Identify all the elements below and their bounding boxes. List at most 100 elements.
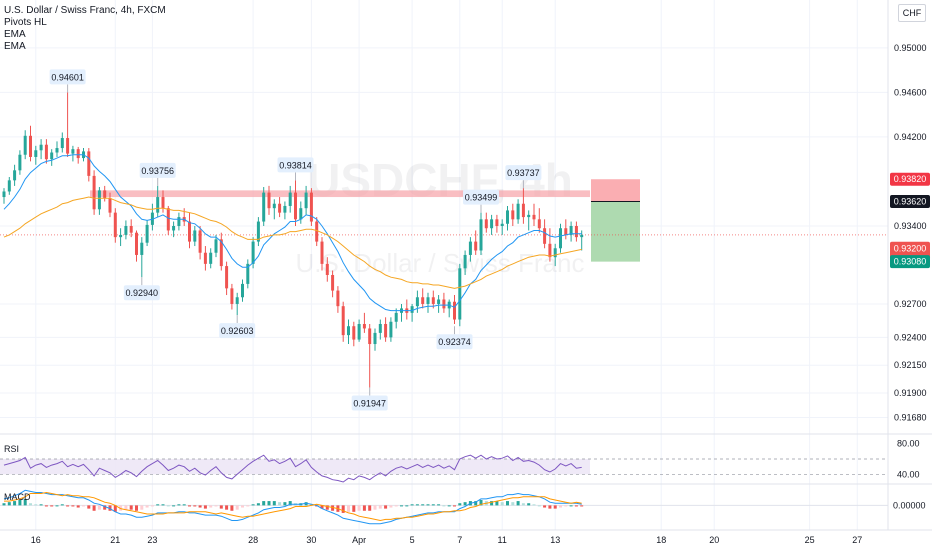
candle[interactable]	[564, 219, 568, 240]
candle[interactable]	[235, 292, 239, 316]
candle[interactable]	[384, 317, 388, 342]
candle[interactable]	[44, 139, 48, 164]
take-profit-zone[interactable]	[591, 201, 640, 262]
candle[interactable]	[458, 263, 462, 327]
candle[interactable]	[66, 92, 70, 157]
candle[interactable]	[468, 237, 472, 262]
candle[interactable]	[278, 197, 282, 218]
candle[interactable]	[347, 319, 350, 345]
candle[interactable]	[241, 279, 244, 302]
candle[interactable]	[225, 261, 229, 296]
candle[interactable]	[463, 250, 467, 275]
macd-title[interactable]: MACD	[4, 492, 31, 502]
candle[interactable]	[230, 283, 234, 310]
candle[interactable]	[103, 185, 107, 202]
candle[interactable]	[548, 228, 552, 262]
candle[interactable]	[304, 185, 308, 215]
candle[interactable]	[490, 214, 494, 235]
candle[interactable]	[394, 308, 398, 329]
candle[interactable]	[320, 237, 324, 271]
candle[interactable]	[421, 288, 425, 309]
candle[interactable]	[262, 187, 266, 226]
candle[interactable]	[559, 223, 562, 253]
candle[interactable]	[124, 220, 128, 240]
candle[interactable]	[92, 170, 96, 215]
macd-pane[interactable]: MACD 0.00000	[0, 489, 926, 525]
candle[interactable]	[246, 259, 250, 289]
rsi-title[interactable]: RSI	[4, 444, 19, 454]
candle[interactable]	[283, 201, 287, 220]
candle[interactable]	[362, 312, 366, 333]
candle[interactable]	[479, 212, 483, 255]
price-axis[interactable]: 0.95000 0.94600 0.94200 0.93400 0.92700 0.924…	[894, 43, 927, 423]
candle[interactable]	[400, 303, 403, 322]
candle[interactable]	[543, 219, 547, 249]
candle[interactable]	[516, 199, 520, 224]
time-axis[interactable]: 16 21 23 28 30 Apr 5 7 11 13 18 20 25 27	[31, 535, 863, 545]
candle[interactable]	[145, 220, 149, 247]
candle[interactable]	[97, 187, 101, 215]
candle[interactable]	[198, 226, 202, 260]
candle[interactable]	[315, 217, 319, 247]
candle[interactable]	[500, 219, 504, 235]
candle[interactable]	[405, 299, 409, 320]
stop-loss-zone[interactable]	[591, 179, 640, 202]
candle[interactable]	[214, 234, 218, 258]
candle[interactable]	[60, 132, 64, 153]
indicator-pivots[interactable]: Pivots HL	[4, 17, 47, 28]
candle[interactable]	[341, 301, 345, 342]
candle[interactable]	[55, 141, 59, 157]
candle[interactable]	[521, 188, 525, 224]
candle[interactable]	[166, 205, 170, 235]
candle[interactable]	[325, 257, 329, 282]
candle[interactable]	[574, 221, 578, 242]
candle[interactable]	[161, 190, 165, 213]
candle[interactable]	[209, 248, 213, 269]
candle[interactable]	[272, 199, 276, 220]
candle[interactable]	[76, 146, 80, 164]
candle[interactable]	[453, 295, 456, 324]
candle[interactable]	[288, 185, 292, 213]
indicator-ema-1[interactable]: EMA	[4, 29, 26, 40]
candle[interactable]	[532, 203, 536, 226]
candle[interactable]	[7, 177, 11, 195]
candle[interactable]	[431, 290, 435, 309]
candle[interactable]	[368, 323, 372, 388]
candle[interactable]	[113, 208, 117, 243]
candle[interactable]	[511, 203, 515, 226]
candle[interactable]	[389, 317, 393, 342]
candle[interactable]	[378, 319, 382, 340]
indicator-ema-2[interactable]: EMA	[4, 41, 26, 52]
candle[interactable]	[357, 319, 361, 342]
candle[interactable]	[373, 328, 377, 351]
candle[interactable]	[39, 139, 43, 160]
candle[interactable]	[256, 217, 260, 247]
candle[interactable]	[177, 212, 181, 231]
resistance-zone[interactable]	[90, 190, 590, 198]
candle[interactable]	[108, 192, 112, 218]
candle[interactable]	[71, 145, 75, 162]
candle[interactable]	[188, 212, 191, 249]
candle[interactable]	[537, 208, 541, 233]
candle[interactable]	[447, 299, 451, 318]
candle[interactable]	[506, 205, 509, 231]
candle[interactable]	[267, 185, 271, 215]
candle[interactable]	[13, 164, 17, 186]
candle[interactable]	[2, 188, 6, 204]
candle[interactable]	[18, 150, 22, 175]
candle[interactable]	[87, 148, 91, 182]
candle[interactable]	[172, 221, 176, 238]
candle[interactable]	[299, 201, 303, 224]
candle[interactable]	[34, 145, 38, 165]
candle[interactable]	[50, 149, 54, 166]
candle[interactable]	[484, 212, 488, 233]
candle[interactable]	[442, 292, 446, 313]
candle[interactable]	[294, 180, 297, 226]
candle[interactable]	[135, 230, 138, 262]
symbol-title[interactable]: U.S. Dollar / Swiss Franc, 4h, FXCM	[4, 5, 166, 16]
candle[interactable]	[437, 295, 441, 313]
candle[interactable]	[23, 130, 27, 160]
candle[interactable]	[415, 290, 419, 313]
